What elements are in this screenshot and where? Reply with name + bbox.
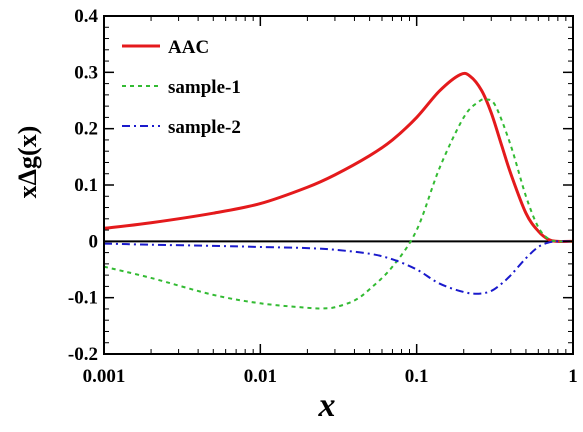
y-tick-label: -0.1 [68, 288, 98, 309]
x-tick-label: 0.001 [83, 366, 126, 387]
legend-label-aac: AAC [168, 37, 209, 58]
series-line-aac [104, 71, 573, 243]
y-tick-label: 0.2 [74, 119, 98, 140]
y-tick-label: 0.4 [74, 6, 98, 27]
series-layer [104, 71, 573, 310]
legend: AAC sample-1 sample-2 [122, 37, 241, 138]
series-line-sample-1 [104, 97, 573, 310]
x-axis-label: x [318, 387, 336, 424]
axes-layer: 0.001 0.01 0.1 1 -0.2 -0.1 0 0.1 0.2 0.3 0.4 [68, 6, 578, 387]
x-tick-label: 0.01 [244, 366, 277, 387]
y-tick-label: -0.2 [68, 344, 98, 365]
legend-label-sample-2: sample-2 [168, 117, 241, 138]
y-axis-label: xΔg(x) [13, 126, 42, 199]
y-tick-label: 0 [89, 231, 99, 252]
x-tick-label: 0.1 [405, 366, 429, 387]
plot-frame [103, 15, 574, 355]
series-line-sample-2 [104, 240, 573, 295]
legend-label-sample-1: sample-1 [168, 77, 241, 98]
y-tick-label: 0.3 [74, 62, 98, 83]
y-tick-label: 0.1 [74, 175, 98, 196]
x-tick-label: 1 [568, 366, 578, 387]
